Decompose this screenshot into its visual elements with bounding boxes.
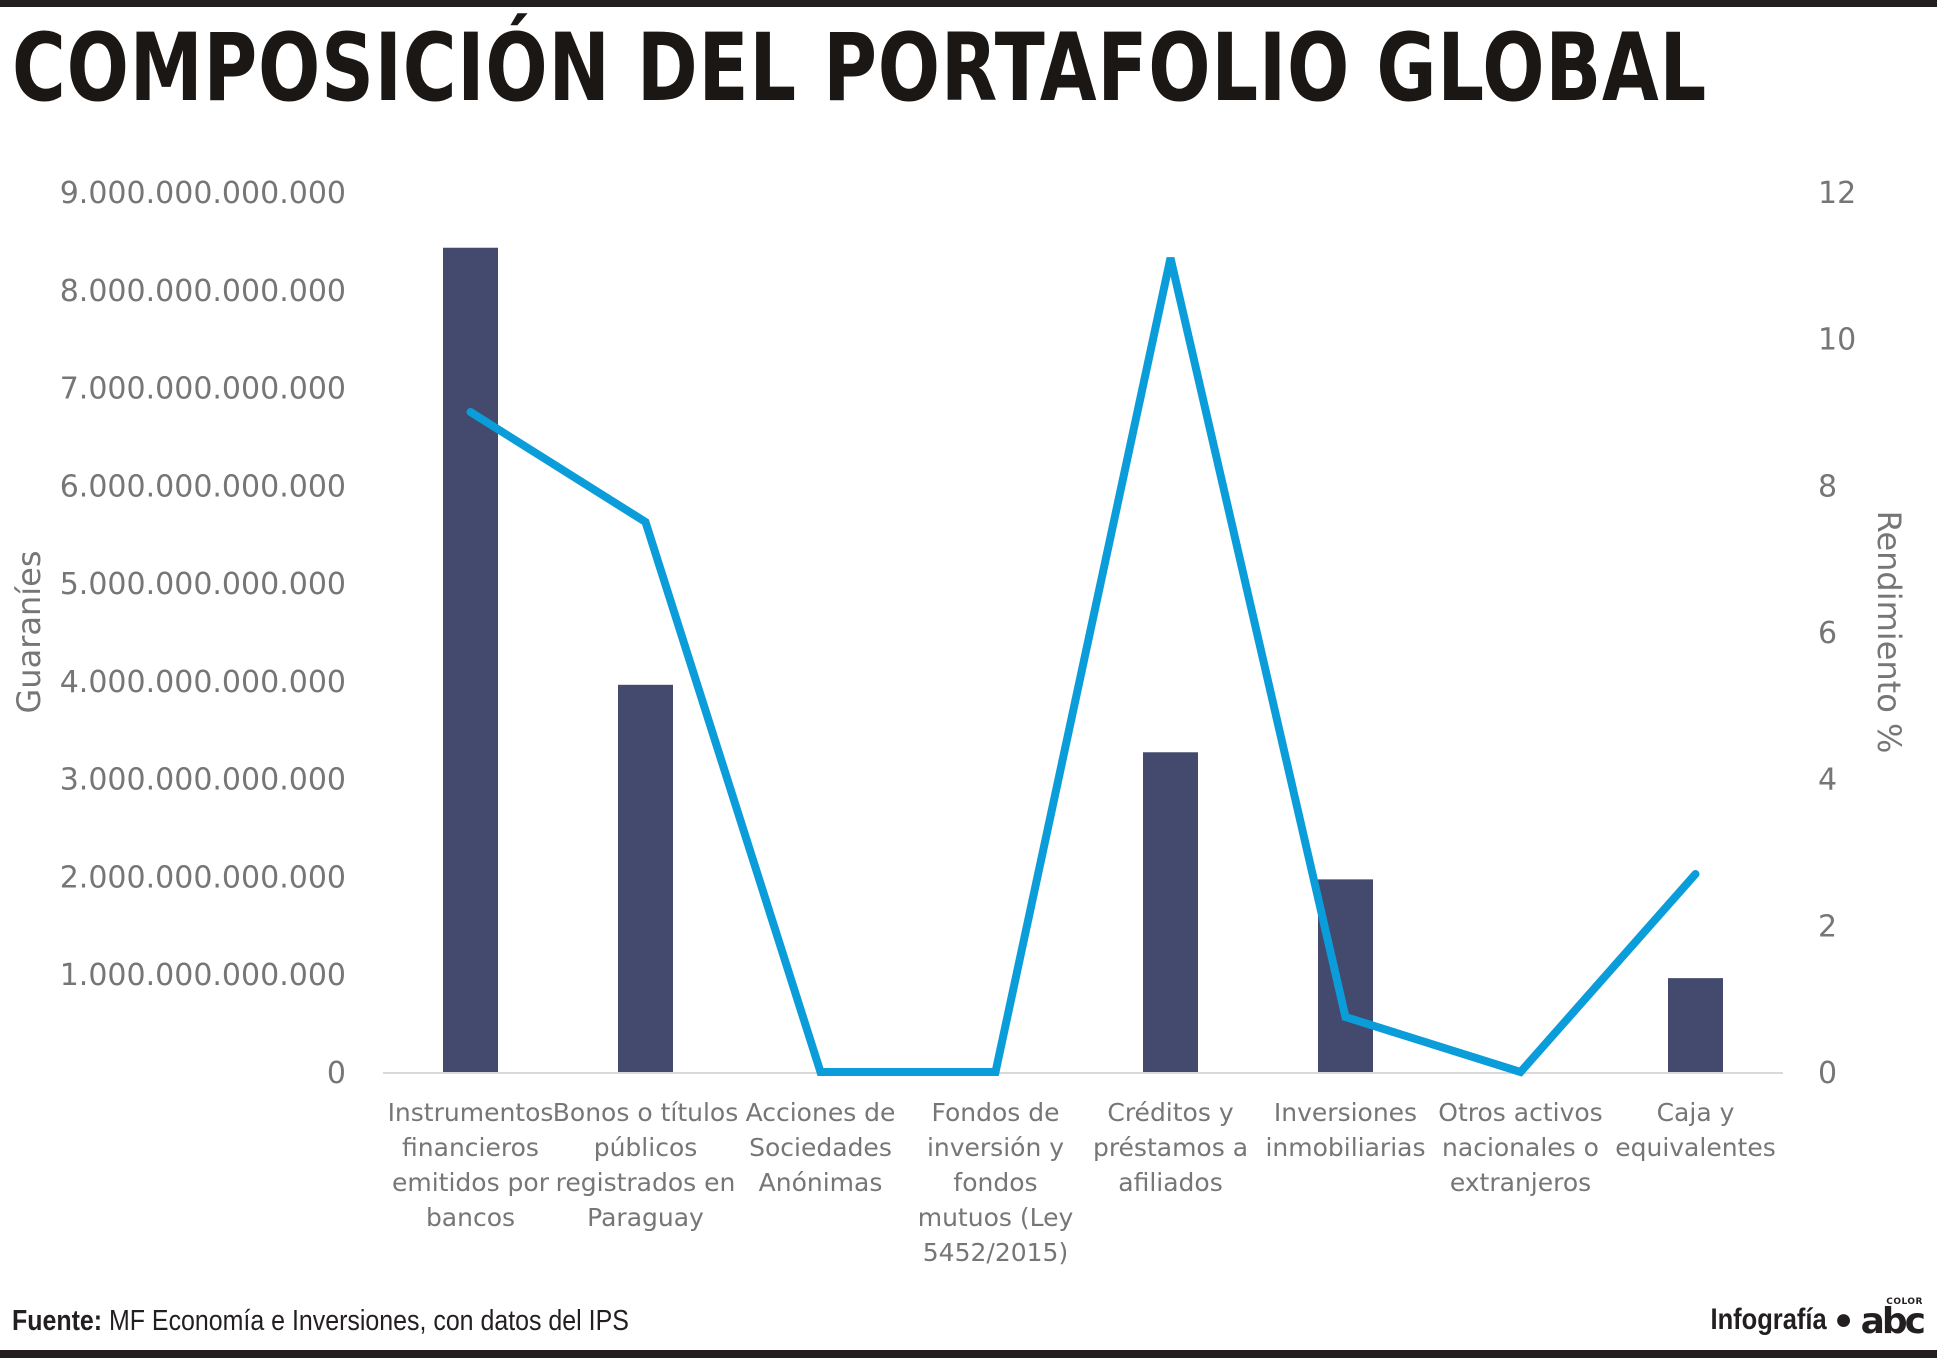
bar (618, 684, 673, 1072)
category-label: Acciones de Sociedades Anónimas (746, 1098, 896, 1197)
combo-chart: 0 1.000.000.000.000 2.000.000.000.000 3.000… (10, 176, 1908, 1267)
left-tick-label: 7.000.000.000.000 (60, 372, 346, 407)
right-axis-ticks: 0 2 4 6 8 10 12 (1818, 176, 1856, 1091)
category-label: Inversiones inmobiliarias (1265, 1098, 1425, 1162)
credit: Infografía ● abc COLOR (1690, 1297, 1926, 1342)
category-label: Fondos de inversión y fondos mutuos (Ley 545… (918, 1098, 1074, 1267)
right-tick-label: 6 (1818, 616, 1837, 651)
left-tick-label: 6.000.000.000.000 (60, 469, 346, 504)
logo-small-text: COLOR (1886, 1297, 1923, 1307)
right-tick-label: 8 (1818, 469, 1837, 504)
category-labels: Instrumentos financieros emitidos por banco… (388, 1098, 1776, 1267)
right-axis-title: Rendimiento % (1870, 511, 1908, 754)
left-tick-label: 3.000.000.000.000 (60, 763, 346, 798)
category-label: Créditos y préstamos a afiliados (1093, 1098, 1248, 1197)
right-tick-label: 2 (1818, 909, 1837, 944)
bullet-icon: ● (1834, 1303, 1853, 1336)
right-tick-label: 12 (1818, 176, 1856, 211)
left-tick-label: 9.000.000.000.000 (60, 176, 346, 211)
right-tick-label: 10 (1818, 323, 1856, 358)
bar (1143, 752, 1198, 1072)
category-label: Instrumentos financieros emitidos por banco… (388, 1098, 554, 1232)
category-label: Otros activos nacionales o extranjeros (1438, 1098, 1602, 1197)
right-tick-label: 0 (1818, 1056, 1837, 1091)
source-note: Fuente: MF Economía e Inversiones, con d… (12, 1305, 629, 1338)
left-tick-label: 1.000.000.000.000 (60, 958, 346, 993)
top-rule (0, 0, 1937, 7)
yield-line (466, 257, 1700, 1077)
bar (1318, 879, 1373, 1072)
logo-main-text: abc (1860, 1301, 1926, 1342)
source-text: MF Economía e Inversiones, con datos del… (108, 1305, 629, 1337)
credit-label: Infografía (1710, 1303, 1827, 1336)
category-label: Caja y equivalentes (1615, 1098, 1776, 1162)
source-label: Fuente: (12, 1305, 103, 1337)
bar (443, 247, 498, 1072)
left-tick-label: 4.000.000.000.000 (60, 665, 346, 700)
left-tick-label: 0 (327, 1056, 346, 1091)
left-axis-title: Guaraníes (10, 551, 48, 714)
bar (1668, 978, 1723, 1072)
abc-logo: abc COLOR (1860, 1297, 1926, 1342)
bottom-rule (0, 1350, 1937, 1358)
right-tick-label: 4 (1818, 763, 1837, 798)
left-tick-label: 8.000.000.000.000 (60, 274, 346, 309)
bar-series (443, 247, 1723, 1072)
category-label: Bonos o títulos públicos registrados en Par… (553, 1098, 738, 1232)
page-title: COMPOSICIÓN DEL PORTAFOLIO GLOBAL (12, 14, 1708, 123)
left-tick-label: 2.000.000.000.000 (60, 860, 346, 895)
left-tick-label: 5.000.000.000.000 (60, 567, 346, 602)
left-axis-ticks: 0 1.000.000.000.000 2.000.000.000.000 3.000… (60, 176, 346, 1091)
